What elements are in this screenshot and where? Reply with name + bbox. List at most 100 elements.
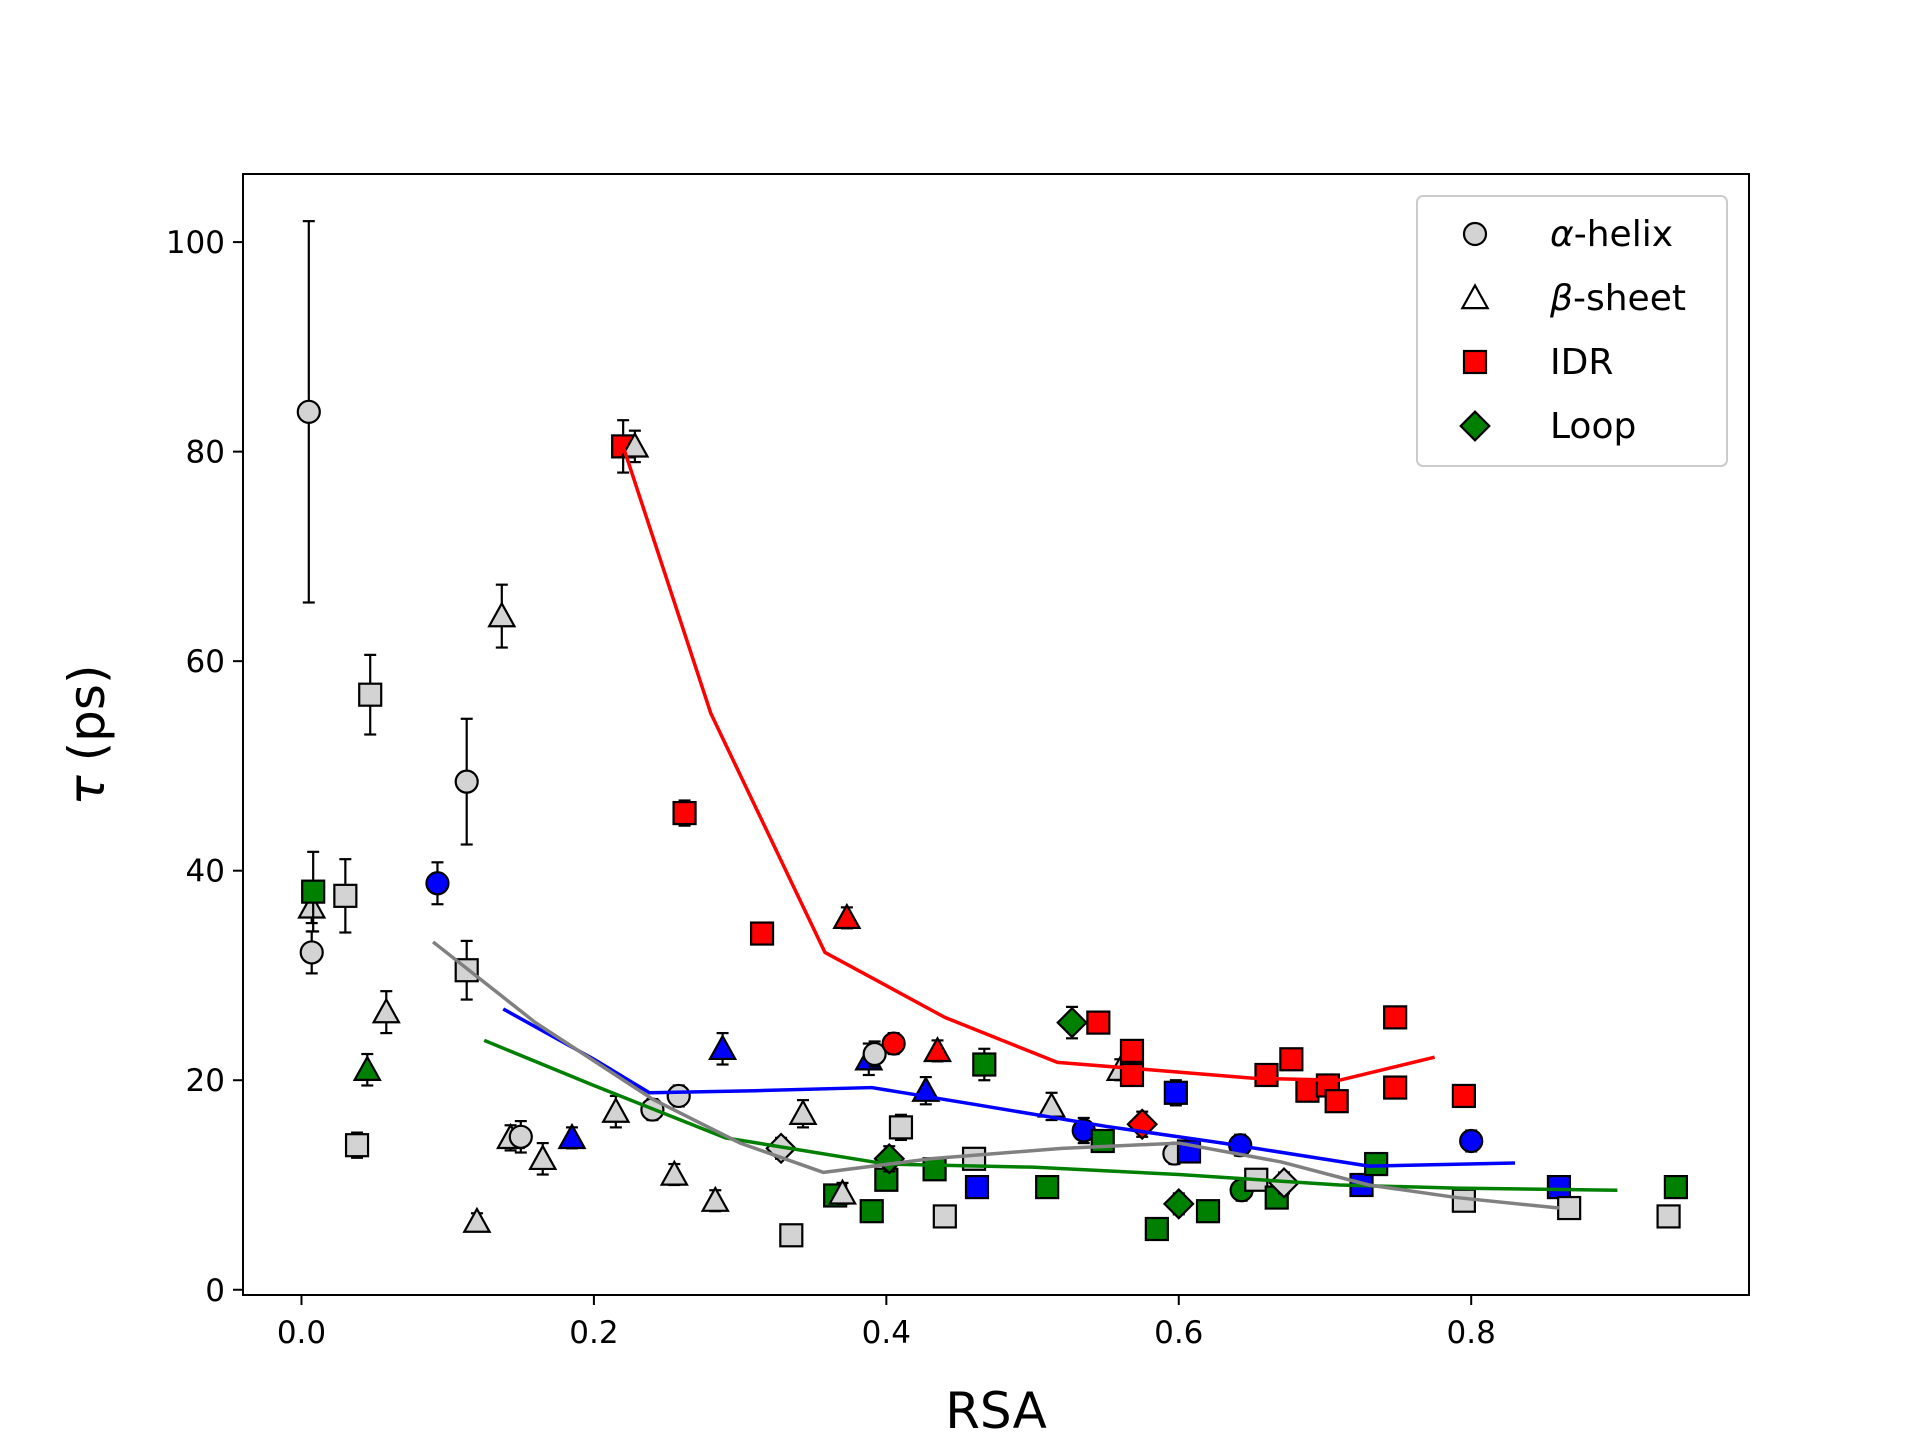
y-tick-label: 80 — [186, 435, 225, 471]
square-marker — [1383, 1075, 1408, 1100]
data-point-35 — [859, 1199, 884, 1224]
diamond-marker — [1056, 1006, 1088, 1039]
legend-greek: β — [1549, 278, 1573, 319]
data-point-81 — [1546, 1174, 1572, 1200]
square-marker — [1383, 1005, 1408, 1030]
triangle-marker — [297, 892, 327, 919]
square-marker — [1546, 1174, 1572, 1200]
triangle-marker — [832, 902, 862, 930]
data-point-4 — [333, 858, 358, 934]
x-tick-label: 0.4 — [862, 1315, 911, 1351]
data-point-75 — [1364, 1151, 1389, 1177]
data-point-80 — [1459, 1128, 1484, 1154]
data-point-6 — [358, 653, 383, 736]
circle-marker — [881, 1031, 906, 1056]
legend-entry-0: α-helix — [1462, 214, 1673, 255]
data-point-48 — [1035, 1174, 1060, 1200]
data-point-22 — [659, 1159, 689, 1187]
data-point-20 — [620, 429, 650, 464]
triangle-marker — [371, 997, 401, 1024]
legend-label: Loop — [1550, 406, 1636, 447]
data-point-18 — [601, 1094, 631, 1129]
circle-marker — [299, 940, 324, 965]
data-point-63 — [1195, 1199, 1221, 1224]
y-tick-label: 60 — [186, 644, 225, 680]
data-point-0 — [296, 220, 321, 604]
data-point-23 — [666, 1083, 691, 1109]
circle-marker — [454, 769, 479, 794]
data-point-30 — [788, 1098, 818, 1129]
triangle-marker — [659, 1159, 689, 1186]
data-point-9 — [425, 861, 450, 906]
data-point-39 — [881, 1031, 906, 1056]
square-marker — [972, 1052, 997, 1077]
legend-greek: α — [1550, 214, 1574, 255]
legend-text: -sheet — [1573, 278, 1686, 319]
data-point-36 — [862, 1040, 887, 1068]
data-point-25 — [700, 1185, 730, 1213]
square-marker — [344, 1133, 370, 1158]
data-point-58 — [1144, 1216, 1169, 1242]
square-marker — [888, 1115, 914, 1140]
data-point-42 — [922, 1157, 947, 1182]
trend-line-0 — [621, 445, 1436, 1082]
x-axis-label: RSA — [945, 1382, 1047, 1440]
data-point-70 — [1279, 1047, 1304, 1072]
x-tick-label: 0.0 — [277, 1315, 326, 1351]
data-point-84 — [1663, 1174, 1688, 1200]
legend-label: IDR — [1550, 342, 1613, 383]
data-point-15 — [508, 1119, 533, 1154]
data-point-46 — [964, 1174, 990, 1200]
triangle-marker — [827, 1178, 857, 1205]
square-marker — [1656, 1204, 1681, 1229]
data-point-56 — [1119, 1038, 1145, 1063]
circle-marker — [508, 1124, 533, 1149]
data-point-44 — [932, 1204, 957, 1229]
circle-marker — [862, 1041, 887, 1067]
data-point-37 — [874, 1167, 899, 1192]
y-axis-symbol: τ — [58, 774, 116, 805]
square-marker — [1451, 1083, 1476, 1109]
data-point-52 — [1086, 1010, 1111, 1035]
data-point-71 — [1295, 1078, 1320, 1103]
circle-marker — [1459, 1128, 1484, 1154]
legend-label: α-helix — [1550, 214, 1673, 255]
data-point-41 — [911, 1075, 941, 1106]
circle-marker — [666, 1083, 691, 1109]
legend-square-marker — [1462, 349, 1488, 375]
legend-circle-marker — [1462, 221, 1488, 247]
square-marker — [1557, 1195, 1582, 1221]
square-marker — [1663, 1174, 1688, 1200]
data-point-47 — [972, 1047, 997, 1082]
legend-triangle-marker — [1460, 283, 1490, 310]
circle-marker — [425, 871, 450, 896]
triangle-marker — [788, 1098, 818, 1125]
data-point-60 — [1163, 1079, 1188, 1107]
data-point-17 — [557, 1122, 587, 1150]
trend-line-2 — [483, 1038, 1618, 1192]
circle-marker — [296, 399, 321, 424]
legend-text: IDR — [1550, 342, 1613, 383]
data-point-61 — [1162, 1187, 1195, 1220]
data-point-77 — [1383, 1075, 1408, 1100]
triangle-marker — [462, 1206, 492, 1233]
x-axis-ticks: 0.0 0.2 0.4 0.6 0.8 — [277, 1295, 1496, 1351]
square-marker — [1295, 1078, 1320, 1103]
square-marker — [859, 1199, 884, 1224]
data-point-7 — [352, 1052, 382, 1087]
trend-line-1 — [502, 1007, 1516, 1168]
legend-box — [1416, 195, 1728, 467]
square-marker — [358, 682, 383, 707]
data-point-33 — [832, 902, 862, 930]
data-point-24 — [672, 799, 697, 827]
data-point-82 — [1557, 1195, 1582, 1221]
triangle-marker — [700, 1185, 730, 1212]
data-point-10 — [454, 717, 479, 846]
data-point-73 — [1324, 1089, 1349, 1114]
data-point-32 — [827, 1178, 857, 1205]
triangle-marker — [528, 1143, 558, 1171]
legend-entry-1: β-sheet — [1460, 278, 1686, 319]
square-marker — [1279, 1047, 1304, 1072]
data-point-78 — [1451, 1083, 1476, 1109]
